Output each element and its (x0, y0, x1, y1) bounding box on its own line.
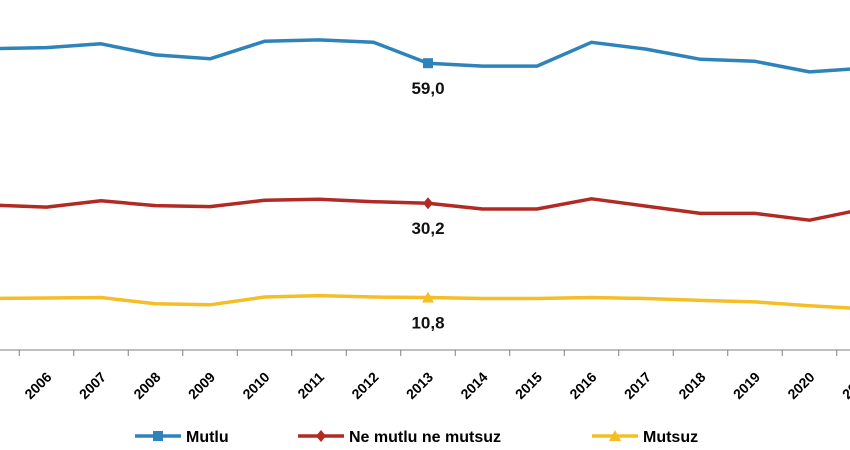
x-tick-label-2011: 2011 (294, 369, 327, 402)
x-tick-label-2021: 2021 (839, 369, 850, 402)
x-tick-label-2016: 2016 (566, 369, 599, 402)
x-tick-label-2014: 2014 (457, 369, 490, 402)
x-tick-label-2009: 2009 (185, 369, 218, 402)
x-tick-label-2010: 2010 (239, 369, 272, 402)
legend-marker (316, 430, 326, 442)
legend-marker (609, 430, 621, 441)
x-tick-label-2012: 2012 (348, 369, 381, 402)
data-point-mutlu-2013 (423, 58, 433, 69)
x-tick-label-2015: 2015 (512, 369, 545, 402)
legend-marker (153, 431, 163, 441)
data-label-mutlu-2013: 59,0 (411, 79, 444, 98)
legend-label-mutsuz: Mutsuz (643, 429, 698, 446)
x-tick-label-2020: 2020 (784, 369, 817, 402)
x-tick-label-2018: 2018 (675, 369, 708, 402)
data-labels: 59,0 30,2 10,8 (411, 79, 444, 332)
x-tick-label-2008: 2008 (130, 369, 163, 402)
series-layer (0, 38, 850, 310)
data-label-ne-mutlu-ne-mutsuz-2013: 30,2 (411, 219, 444, 238)
x-tick-label-2017: 2017 (621, 369, 654, 402)
x-tick-label-2019: 2019 (730, 369, 763, 402)
data-point-ne-mutlu-ne-mutsuz-2013 (423, 197, 433, 210)
data-label-mutsuz-2013: 10,8 (411, 314, 444, 333)
legend-item-mutlu: Mutlu (135, 429, 229, 446)
x-tick-label-2006: 2006 (21, 369, 54, 402)
data-point-mutsuz-2013 (422, 291, 434, 303)
legend-label-mutlu: Mutlu (186, 429, 229, 446)
legend-item-mutsuz: Mutsuz (592, 429, 698, 446)
x-tick-label-2013: 2013 (403, 369, 436, 402)
x-tick-label-2007: 2007 (76, 369, 109, 402)
legend: Mutlu Ne mutlu ne mutsuz Mutsuz (135, 429, 698, 446)
legend-label-ne-mutlu-ne-mutsuz: Ne mutlu ne mutsuz (349, 429, 501, 446)
legend-item-ne-mutlu-ne-mutsuz: Ne mutlu ne mutsuz (298, 429, 501, 446)
x-axis: 2005200620072008200920102011201220132014… (0, 349, 850, 402)
